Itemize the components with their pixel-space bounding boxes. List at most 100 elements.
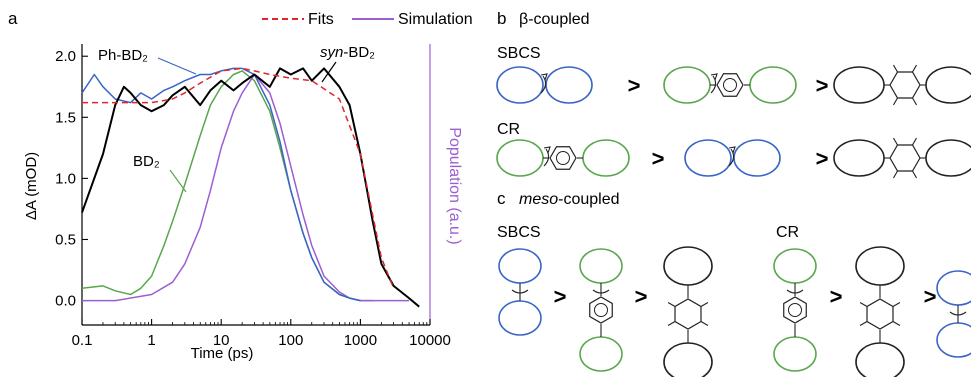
arrow-head	[540, 73, 548, 81]
greater-than: >	[816, 73, 829, 98]
greater-than: >	[830, 284, 843, 309]
curve-label-syn-italic: syn	[320, 44, 343, 61]
green-ring-left	[496, 139, 544, 177]
methyl-bond	[892, 321, 901, 326]
blue-ring-right	[545, 66, 593, 104]
series-simulation-line	[82, 73, 409, 302]
torsion-arrow	[710, 75, 717, 94]
green-ring-top	[773, 248, 817, 284]
black-ring-top	[663, 246, 713, 286]
axis-ticks: 0.1 1 10 100 1000 10000 0.0 0.5 1.0 1.5 2.0	[55, 48, 451, 349]
panel-b-sbcs-row: > >	[496, 64, 971, 106]
durene-ring	[674, 298, 702, 330]
legend-simulation-label: Simulation	[398, 11, 473, 28]
aromatic-ring	[723, 78, 737, 92]
black-ring-left	[833, 139, 885, 177]
y-tick-label: 2.0	[55, 48, 76, 65]
green-ring-bottom	[773, 336, 817, 372]
methyl-bond	[667, 302, 676, 307]
panel-c-groups: > > > >	[498, 246, 971, 377]
x-axis-title: Time (ps)	[191, 345, 254, 362]
green-ring-right	[749, 66, 797, 104]
curve-pointer-syn	[321, 61, 337, 83]
panel-label-a: a	[8, 9, 18, 28]
phenyl-ring	[549, 146, 577, 170]
greater-than: >	[628, 73, 641, 98]
black-ring-bottom	[663, 342, 713, 377]
methyl-bond	[912, 170, 917, 179]
legend-fits-label: Fits	[308, 11, 334, 28]
y-tick-label: 0.0	[55, 293, 76, 310]
methyl-bond	[893, 137, 898, 146]
phenyl-ring	[716, 73, 744, 97]
panel-b-cr-row: > >	[496, 137, 971, 179]
green-ring-bottom	[579, 336, 623, 372]
x-tick-label: 0.1	[72, 332, 93, 349]
panel-label-b: b	[497, 9, 506, 28]
y-tick-label: 1.0	[55, 170, 76, 187]
panel-b-title: β-coupled	[519, 11, 590, 28]
methyl-bond	[892, 302, 901, 307]
black-ring-right	[925, 139, 971, 177]
black-ring-top	[855, 246, 905, 286]
x-tick-label: 100	[278, 332, 303, 349]
blue-ring-top	[498, 248, 542, 284]
methyl-bond	[667, 321, 676, 326]
black-ring-left	[833, 66, 885, 104]
plot-frame	[81, 44, 431, 326]
blue-ring-right	[733, 139, 781, 177]
torsion-arrow	[592, 289, 610, 294]
x-tick-label: 1	[147, 332, 155, 349]
y-axis-title: ΔA (mOD)	[23, 152, 40, 220]
series-phbd-line	[81, 67, 361, 302]
methyl-bond	[859, 321, 868, 326]
curve-label-bd2: BD₂	[133, 153, 160, 170]
greater-than: >	[554, 284, 567, 309]
greater-than: >	[652, 146, 665, 171]
green-ring-right	[582, 139, 630, 177]
greater-than: >	[816, 146, 829, 171]
methyl-bond	[700, 321, 709, 326]
series-bd-line	[81, 70, 373, 302]
panel-c-sbcs-label: SBCS	[497, 224, 541, 241]
black-ring-right	[925, 66, 971, 104]
x-tick-label: 1000	[344, 332, 377, 349]
arrow-head	[728, 146, 736, 154]
y-tick-label: 1.5	[55, 109, 76, 126]
panel-b-title-suffix: -coupled	[528, 11, 589, 28]
panel-c-cr-label: CR	[776, 224, 799, 241]
curve-label-syn: syn-BD₂	[320, 44, 375, 61]
aromatic-ring	[594, 303, 608, 317]
torsion-arrow	[540, 75, 547, 94]
aromatic-ring	[788, 303, 802, 317]
curve-pointer-ph	[157, 57, 197, 75]
arrow-head	[543, 146, 551, 154]
y2-axis-title: Population (a.u.)	[446, 127, 463, 244]
blue-ring-bottom	[498, 300, 542, 336]
curve-label-ph: Ph-BD₂	[98, 47, 148, 64]
methyl-bond	[859, 302, 868, 307]
torsion-arrow	[543, 148, 550, 167]
durene-ring	[866, 298, 894, 330]
methyl-bond	[700, 302, 709, 307]
durene-ring	[889, 71, 921, 99]
torsion-arrow	[786, 289, 804, 294]
methyl-bond	[893, 64, 898, 73]
panel-c-title-italic: meso	[519, 191, 558, 208]
blue-ring-top	[936, 270, 971, 306]
durene-ring	[889, 144, 921, 172]
torsion-arrow	[728, 148, 735, 167]
green-ring-left	[663, 66, 711, 104]
panel-label-c: c	[497, 189, 506, 208]
legend: Fits Simulation	[262, 11, 473, 28]
x-tick-label: 10000	[409, 332, 451, 349]
methyl-bond	[893, 170, 898, 179]
arrow-head	[710, 73, 718, 81]
greater-than: >	[635, 284, 648, 309]
x-tick-label: 10	[213, 332, 230, 349]
phenyl-ring	[783, 296, 807, 324]
panel-b-cr-label: CR	[497, 121, 520, 138]
curve-label-syn-rest: -BD₂	[343, 44, 375, 61]
panel-b-title-prefix: β	[519, 11, 528, 28]
